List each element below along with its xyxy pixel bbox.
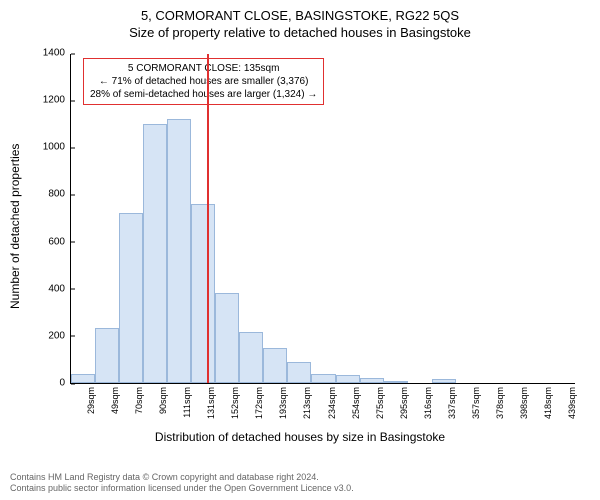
y-tick: 1000 xyxy=(31,142,71,153)
y-tick: 1400 xyxy=(31,48,71,59)
histogram-bar xyxy=(311,374,335,383)
x-tick: 90sqm xyxy=(158,387,168,414)
reference-info-box: 5 CORMORANT CLOSE: 135sqm ← 71% of detac… xyxy=(83,58,324,105)
x-tick: 378sqm xyxy=(495,387,505,419)
x-tick: 234sqm xyxy=(327,387,337,419)
x-tick: 357sqm xyxy=(471,387,481,419)
histogram-bar xyxy=(143,124,167,383)
x-tick: 295sqm xyxy=(399,387,409,419)
histogram-bar xyxy=(95,328,119,383)
histogram-bar xyxy=(71,374,95,383)
x-axis-label: Distribution of detached houses by size … xyxy=(0,430,600,444)
x-tick: 152sqm xyxy=(230,387,240,419)
x-tick: 337sqm xyxy=(447,387,457,419)
x-tick: 193sqm xyxy=(278,387,288,419)
y-tick: 200 xyxy=(31,330,71,341)
x-tick: 316sqm xyxy=(423,387,433,419)
x-tick: 275sqm xyxy=(375,387,385,419)
footer-line-2: Contains public sector information licen… xyxy=(10,483,354,494)
reference-line xyxy=(207,54,209,383)
x-tick: 131sqm xyxy=(206,387,216,419)
histogram-bar xyxy=(215,293,239,383)
x-tick: 29sqm xyxy=(86,387,96,414)
title-address: 5, CORMORANT CLOSE, BASINGSTOKE, RG22 5Q… xyxy=(0,0,600,23)
x-tick: 111sqm xyxy=(182,387,192,418)
info-line-1: 5 CORMORANT CLOSE: 135sqm xyxy=(90,62,317,75)
histogram-bar xyxy=(432,379,456,383)
info-line-3: 28% of semi-detached houses are larger (… xyxy=(90,88,317,101)
histogram-bar xyxy=(239,332,263,383)
histogram-bar xyxy=(384,381,408,383)
x-tick: 398sqm xyxy=(519,387,529,419)
x-tick: 439sqm xyxy=(567,387,577,419)
x-tick: 254sqm xyxy=(351,387,361,419)
x-tick: 213sqm xyxy=(302,387,312,419)
chart-container: 5, CORMORANT CLOSE, BASINGSTOKE, RG22 5Q… xyxy=(0,0,600,500)
y-tick: 1200 xyxy=(31,95,71,106)
y-axis-label: Number of detached properties xyxy=(8,144,22,309)
y-tick: 600 xyxy=(31,236,71,247)
title-subtitle: Size of property relative to detached ho… xyxy=(0,23,600,44)
y-tick: 400 xyxy=(31,283,71,294)
histogram-bar xyxy=(191,204,215,383)
histogram-bar xyxy=(167,119,191,383)
y-tick: 0 xyxy=(31,378,71,389)
footer-line-1: Contains HM Land Registry data © Crown c… xyxy=(10,472,354,483)
x-tick: 70sqm xyxy=(134,387,144,414)
histogram-bar xyxy=(336,375,360,383)
footer-attribution: Contains HM Land Registry data © Crown c… xyxy=(10,472,354,495)
x-tick: 172sqm xyxy=(254,387,264,419)
info-line-2: ← 71% of detached houses are smaller (3,… xyxy=(90,75,317,88)
histogram-bar xyxy=(287,362,311,383)
x-tick: 49sqm xyxy=(110,387,120,414)
x-tick: 418sqm xyxy=(543,387,553,419)
y-tick: 800 xyxy=(31,189,71,200)
histogram-bar xyxy=(360,378,384,383)
histogram-bar xyxy=(263,348,287,383)
plot-area: 5 CORMORANT CLOSE: 135sqm ← 71% of detac… xyxy=(70,54,575,384)
histogram-bar xyxy=(119,213,143,383)
